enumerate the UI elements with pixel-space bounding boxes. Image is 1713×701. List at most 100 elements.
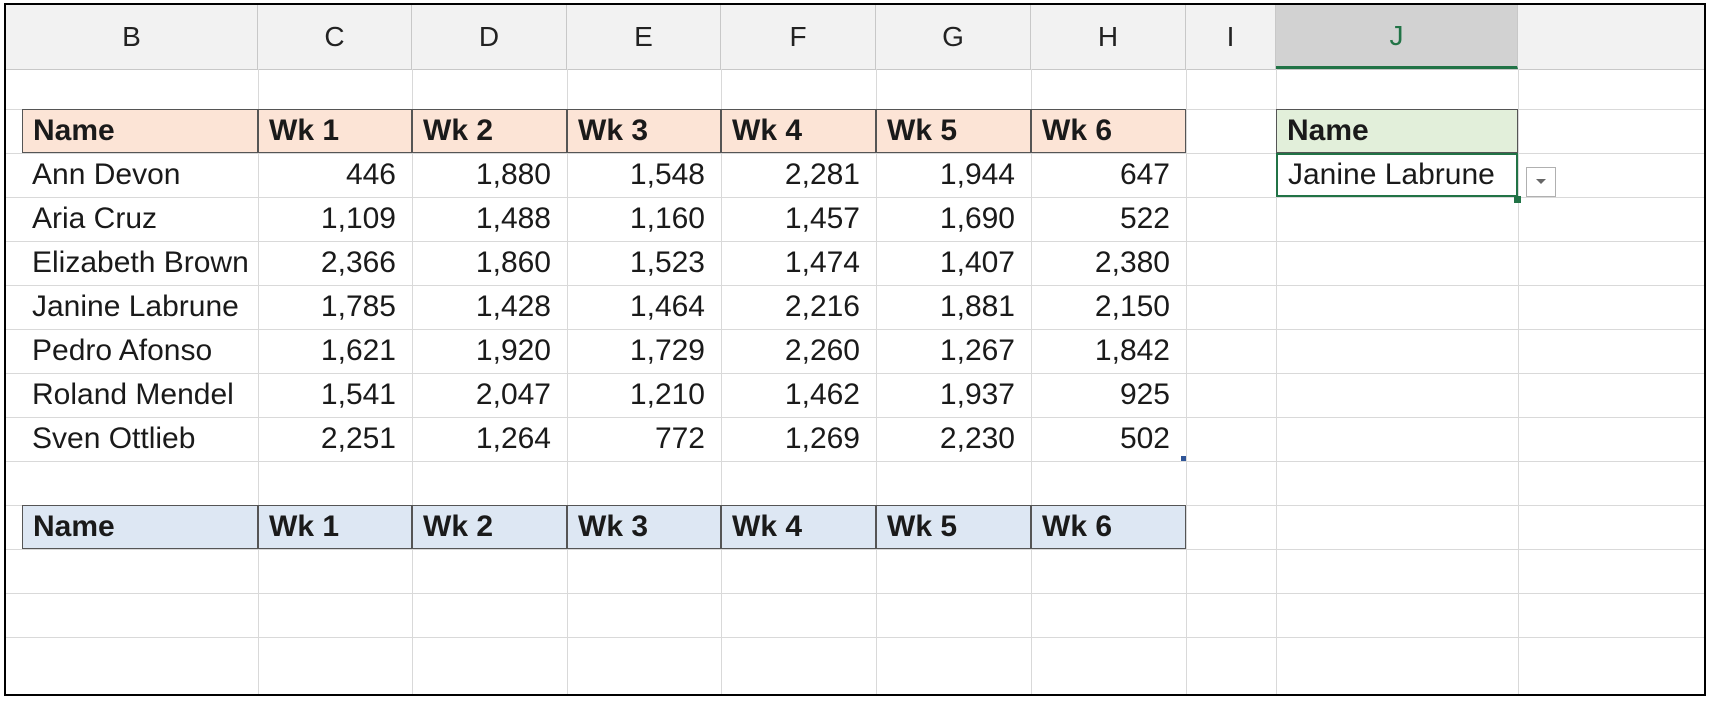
table-cell[interactable]: 1,160 bbox=[629, 202, 705, 235]
gridline bbox=[876, 69, 877, 694]
selection-handle[interactable] bbox=[1514, 196, 1521, 203]
table-cell[interactable]: 1,920 bbox=[475, 334, 551, 367]
column-header-j[interactable]: J bbox=[1276, 5, 1518, 69]
bottom-table-header-cell[interactable]: Wk 3 bbox=[567, 505, 721, 549]
gridline bbox=[6, 285, 1704, 286]
top-table-header-cell[interactable]: Wk 4 bbox=[721, 109, 876, 153]
gridline bbox=[6, 549, 1704, 550]
table-cell[interactable]: 2,216 bbox=[784, 290, 860, 323]
gridline bbox=[6, 329, 1704, 330]
gridline bbox=[721, 69, 722, 694]
top-table-header-cell[interactable]: Wk 6 bbox=[1031, 109, 1186, 153]
lookup-header: Name bbox=[1276, 109, 1518, 153]
gridline bbox=[6, 373, 1704, 374]
table-cell[interactable]: Sven Ottlieb bbox=[32, 422, 196, 455]
table-cell[interactable]: 1,880 bbox=[475, 158, 551, 191]
table-cell[interactable]: Elizabeth Brown bbox=[32, 246, 249, 279]
table-cell[interactable]: 2,230 bbox=[939, 422, 1015, 455]
column-header-g[interactable]: G bbox=[876, 5, 1031, 69]
spreadsheet-grid[interactable]: B C D E F G H I J Name Wk 1 Wk 2 Wk 3 Wk 4 Wk… bbox=[4, 3, 1706, 696]
table-cell[interactable]: 1,860 bbox=[475, 246, 551, 279]
table-cell[interactable]: 1,785 bbox=[320, 290, 396, 323]
bottom-table-header-cell[interactable]: Wk 4 bbox=[721, 505, 876, 549]
table-cell[interactable]: 1,937 bbox=[939, 378, 1015, 411]
gridline bbox=[412, 69, 413, 694]
table-cell[interactable]: 2,047 bbox=[475, 378, 551, 411]
gridline bbox=[6, 461, 1704, 462]
table-cell[interactable]: 1,462 bbox=[784, 378, 860, 411]
bottom-table-header-cell[interactable]: Wk 6 bbox=[1031, 505, 1186, 549]
dropdown-button[interactable] bbox=[1526, 167, 1556, 197]
table-cell[interactable]: 647 bbox=[1119, 158, 1170, 191]
bottom-table-header-cell[interactable]: Wk 2 bbox=[412, 505, 567, 549]
table-cell[interactable]: Roland Mendel bbox=[32, 378, 234, 411]
column-header-i[interactable]: I bbox=[1186, 5, 1276, 69]
table-cell[interactable]: 1,464 bbox=[629, 290, 705, 323]
column-header-c[interactable]: C bbox=[258, 5, 412, 69]
table-cell[interactable]: 2,380 bbox=[1094, 246, 1170, 279]
fill-handle[interactable] bbox=[1181, 456, 1186, 461]
table-cell[interactable]: 2,150 bbox=[1094, 290, 1170, 323]
column-header-b[interactable]: B bbox=[6, 5, 258, 69]
table-cell[interactable]: 2,260 bbox=[784, 334, 860, 367]
table-cell[interactable]: 1,109 bbox=[320, 202, 396, 235]
bottom-table-header-cell[interactable]: Wk 5 bbox=[876, 505, 1031, 549]
top-table-header-cell[interactable]: Wk 2 bbox=[412, 109, 567, 153]
table-cell[interactable]: Janine Labrune bbox=[32, 290, 239, 323]
table-cell[interactable]: 1,407 bbox=[939, 246, 1015, 279]
gridline bbox=[1186, 69, 1187, 694]
gridline bbox=[567, 69, 568, 694]
gridline bbox=[6, 241, 1704, 242]
table-cell[interactable]: 772 bbox=[654, 422, 705, 455]
lookup-name-cell[interactable]: Janine Labrune bbox=[1276, 153, 1518, 197]
table-cell[interactable]: 1,457 bbox=[784, 202, 860, 235]
column-header-f[interactable]: F bbox=[721, 5, 876, 69]
table-cell[interactable]: 1,944 bbox=[939, 158, 1015, 191]
top-table-header-cell[interactable]: Wk 5 bbox=[876, 109, 1031, 153]
table-cell[interactable]: 1,210 bbox=[629, 378, 705, 411]
table-cell[interactable]: Ann Devon bbox=[32, 158, 181, 191]
table-cell[interactable]: 502 bbox=[1119, 422, 1170, 455]
bottom-table-header-cell[interactable]: Name bbox=[22, 505, 258, 549]
table-cell[interactable]: 1,541 bbox=[320, 378, 396, 411]
bottom-table-header-cell[interactable]: Wk 1 bbox=[258, 505, 412, 549]
top-table-header-cell[interactable]: Wk 1 bbox=[258, 109, 412, 153]
table-cell[interactable]: 1,690 bbox=[939, 202, 1015, 235]
gridline bbox=[1518, 69, 1519, 694]
table-cell[interactable]: 1,474 bbox=[784, 246, 860, 279]
gridline bbox=[258, 69, 259, 694]
column-header-e[interactable]: E bbox=[567, 5, 721, 69]
table-cell[interactable]: 1,269 bbox=[784, 422, 860, 455]
table-cell[interactable]: 1,842 bbox=[1094, 334, 1170, 367]
table-cell[interactable]: 1,488 bbox=[475, 202, 551, 235]
table-cell[interactable]: 1,267 bbox=[939, 334, 1015, 367]
table-cell[interactable]: 2,281 bbox=[784, 158, 860, 191]
gridline bbox=[6, 153, 1704, 154]
gridline bbox=[6, 197, 1704, 198]
table-cell[interactable]: 2,251 bbox=[320, 422, 396, 455]
top-table-header-cell[interactable]: Wk 3 bbox=[567, 109, 721, 153]
gridline bbox=[6, 637, 1704, 638]
gridline bbox=[1276, 69, 1277, 694]
table-cell[interactable]: Aria Cruz bbox=[32, 202, 158, 235]
gridline bbox=[1031, 69, 1032, 694]
top-table-header-cell[interactable]: Name bbox=[22, 109, 258, 153]
column-header-h[interactable]: H bbox=[1031, 5, 1186, 69]
table-cell[interactable]: 446 bbox=[345, 158, 396, 191]
gridline bbox=[6, 417, 1704, 418]
table-cell[interactable]: 1,264 bbox=[475, 422, 551, 455]
table-cell[interactable]: 2,366 bbox=[320, 246, 396, 279]
table-cell[interactable]: 1,523 bbox=[629, 246, 705, 279]
gridline bbox=[6, 593, 1704, 594]
table-cell[interactable]: 522 bbox=[1119, 202, 1170, 235]
table-cell[interactable]: 1,729 bbox=[629, 334, 705, 367]
chevron-down-icon bbox=[1535, 173, 1547, 191]
table-cell[interactable]: Pedro Afonso bbox=[32, 334, 213, 367]
table-cell[interactable]: 1,428 bbox=[475, 290, 551, 323]
column-header-bar: B C D E F G H I J bbox=[6, 5, 1704, 70]
table-cell[interactable]: 1,881 bbox=[939, 290, 1015, 323]
table-cell[interactable]: 1,548 bbox=[629, 158, 705, 191]
column-header-d[interactable]: D bbox=[412, 5, 567, 69]
table-cell[interactable]: 925 bbox=[1119, 378, 1170, 411]
table-cell[interactable]: 1,621 bbox=[320, 334, 396, 367]
